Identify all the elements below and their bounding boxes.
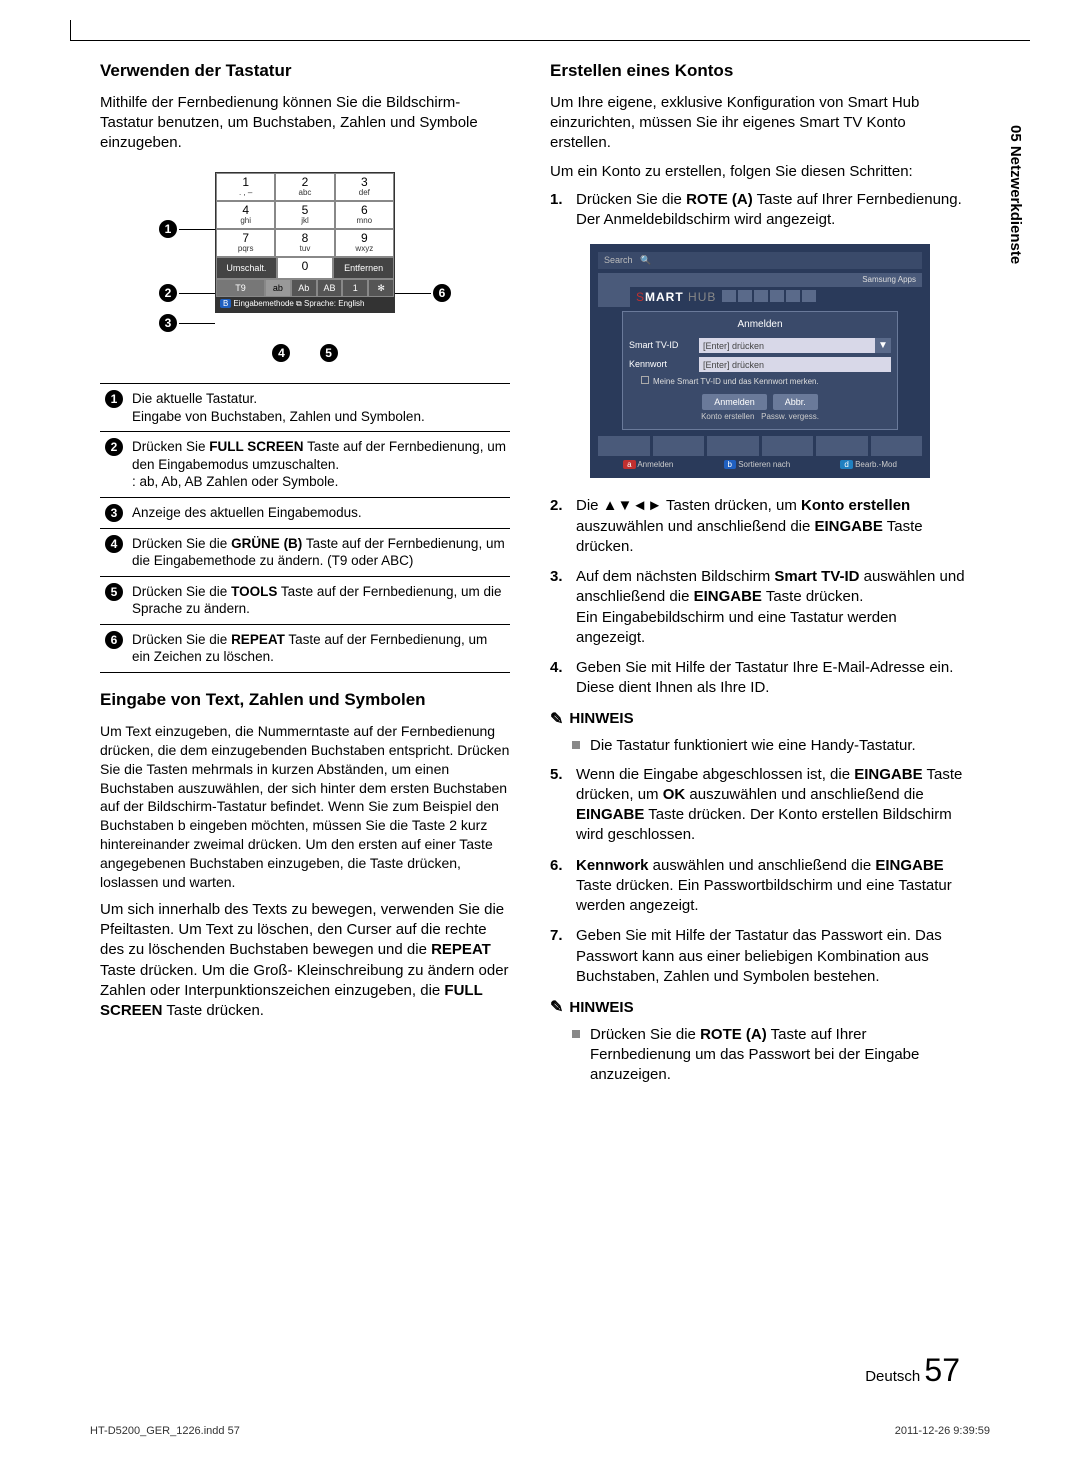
crop-mark (70, 20, 71, 40)
mode-ab: ab (265, 279, 291, 297)
keyboard-footer: BEingabemethode ⧉ Sprache: English (216, 297, 394, 312)
key-7: 7pqrs (216, 229, 275, 257)
legend-text-1: Die aktuelle Tastatur.Eingabe von Buchst… (128, 383, 510, 431)
callout-1: 1 (159, 220, 177, 238)
step-3: Auf dem nächsten Bildschirm Smart TV-ID … (576, 567, 970, 648)
key-9: 9wxyz (335, 229, 394, 257)
key-2: 2abc (275, 173, 334, 201)
steps-list-3: 5.Wenn die Eingabe abgeschlossen ist, di… (550, 765, 970, 988)
legend-text-5: Drücken Sie die TOOLS Taste auf der Fern… (128, 576, 510, 624)
keyboard-diagram: 1 2 3 6 1. , –2abc3def 4ghi5jkl6mno 7pqrs8… (155, 172, 455, 363)
step-6: Kennwork auswählen und anschließend die … (576, 856, 970, 917)
legend-text-2: Drücken Sie FULL SCREEN Taste auf der Fe… (128, 432, 510, 498)
input-paragraph-2: Um sich innerhalb des Texts zu bewegen, … (100, 900, 510, 1022)
hinweis-2: Drücken Sie die ROTE (A) Taste auf Ihrer… (590, 1025, 970, 1086)
pw-field: [Enter] drücken (699, 357, 891, 372)
step-7: Geben Sie mit Hilfe der Tastatur das Pas… (576, 926, 970, 987)
mode-AB: AB (317, 279, 343, 297)
key-3: 3def (335, 173, 394, 201)
b-badge: B (220, 299, 231, 308)
page-content: Verwenden der Tastatur Mithilfe der Fern… (100, 60, 1000, 1093)
key-8: 8tuv (275, 229, 334, 257)
callout-3: 3 (159, 314, 177, 332)
delete-key: Entfernen (333, 257, 394, 279)
key-4: 4ghi (216, 201, 275, 229)
page-footer: Deutsch 57 (865, 1352, 960, 1389)
account-intro-2: Um ein Konto zu erstellen, folgen Sie di… (550, 162, 970, 182)
step-1: Drücken Sie die ROTE (A) Taste auf Ihrer… (576, 190, 970, 231)
callout-4: 4 (272, 344, 290, 362)
callout-5: 5 (320, 344, 338, 362)
keyboard-frame: 1. , –2abc3def 4ghi5jkl6mno 7pqrs8tuv9wxyz… (215, 172, 395, 313)
dropdown-icon: ▼ (875, 338, 891, 353)
t9-indicator: T9 (216, 279, 265, 297)
mode-✻: ✻ (368, 279, 394, 297)
step-4: Geben Sie mit Hilfe der Tastatur Ihre E-… (576, 658, 970, 699)
left-column: Verwenden der Tastatur Mithilfe der Fern… (100, 60, 510, 1093)
hinweis-label: ✎HINWEIS (550, 709, 970, 731)
side-tab: 05 Netzwerkdienste (1007, 125, 1024, 264)
id-field: [Enter] drücken (699, 338, 875, 353)
mode-1: 1 (342, 279, 368, 297)
account-intro-1: Um Ihre eigene, exklusive Konfiguration … (550, 93, 970, 154)
callout-line (179, 229, 215, 230)
legend-num-2: 2 (105, 438, 123, 456)
shift-key: Umschalt. (216, 257, 277, 279)
legend-num-5: 5 (105, 583, 123, 601)
callout-line (179, 293, 215, 294)
legend-num-3: 3 (105, 504, 123, 522)
hinweis-1: Die Tastatur funktioniert wie eine Handy… (590, 736, 970, 756)
callout-line (395, 293, 431, 294)
login-dialog: Anmelden Smart TV-ID [Enter] drücken ▼ K… (622, 311, 898, 429)
input-paragraph-1: Um Text einzugeben, die Nummerntaste auf… (100, 722, 510, 892)
steps-list-2: 2.Die ▲▼◄► Tasten drücken, um Konto erst… (550, 496, 970, 698)
legend-text-3: Anzeige des aktuellen Eingabemodus. (128, 497, 510, 528)
step-5: Wenn die Eingabe abgeschlossen ist, die … (576, 765, 970, 846)
legend-num-1: 1 (105, 390, 123, 408)
callout-2: 2 (159, 284, 177, 302)
key-6: 6mno (335, 201, 394, 229)
legend-text-6: Drücken Sie die REPEAT Taste auf der Fer… (128, 624, 510, 672)
login-button: Anmelden (702, 394, 767, 410)
step-2: Die ▲▼◄► Tasten drücken, um Konto erstel… (576, 496, 970, 557)
key-0: 0 (278, 260, 333, 273)
crop-line (70, 40, 1030, 41)
legend-table: 1 Die aktuelle Tastatur.Eingabe von Buchs… (100, 383, 510, 673)
login-screenshot: Search 🔍 Samsung Apps SMART HUB Anmelden… (590, 244, 930, 478)
key-1: 1. , – (216, 173, 275, 201)
legend-num-6: 6 (105, 631, 123, 649)
mode-Ab: Ab (291, 279, 317, 297)
steps-list: 1.Drücken Sie die ROTE (A) Taste auf Ihr… (550, 190, 970, 231)
print-marks: HT-D5200_GER_1226.indd 57 2011-12-26 9:3… (90, 1425, 990, 1437)
legend-text-4: Drücken Sie die GRÜNE (B) Taste auf der … (128, 528, 510, 576)
heading-keyboard: Verwenden der Tastatur (100, 60, 510, 83)
intro-paragraph: Mithilfe der Fernbedienung können Sie di… (100, 93, 510, 154)
heading-input: Eingabe von Text, Zahlen und Symbolen (100, 689, 510, 712)
key-5: 5jkl (275, 201, 334, 229)
heading-account: Erstellen eines Kontos (550, 60, 970, 83)
cancel-button: Abbr. (773, 394, 818, 410)
right-column: Erstellen eines Kontos Um Ihre eigene, e… (550, 60, 970, 1093)
legend-num-4: 4 (105, 535, 123, 553)
callout-line (179, 323, 215, 324)
callout-6: 6 (433, 284, 451, 302)
hinweis-label-2: ✎HINWEIS (550, 997, 970, 1019)
